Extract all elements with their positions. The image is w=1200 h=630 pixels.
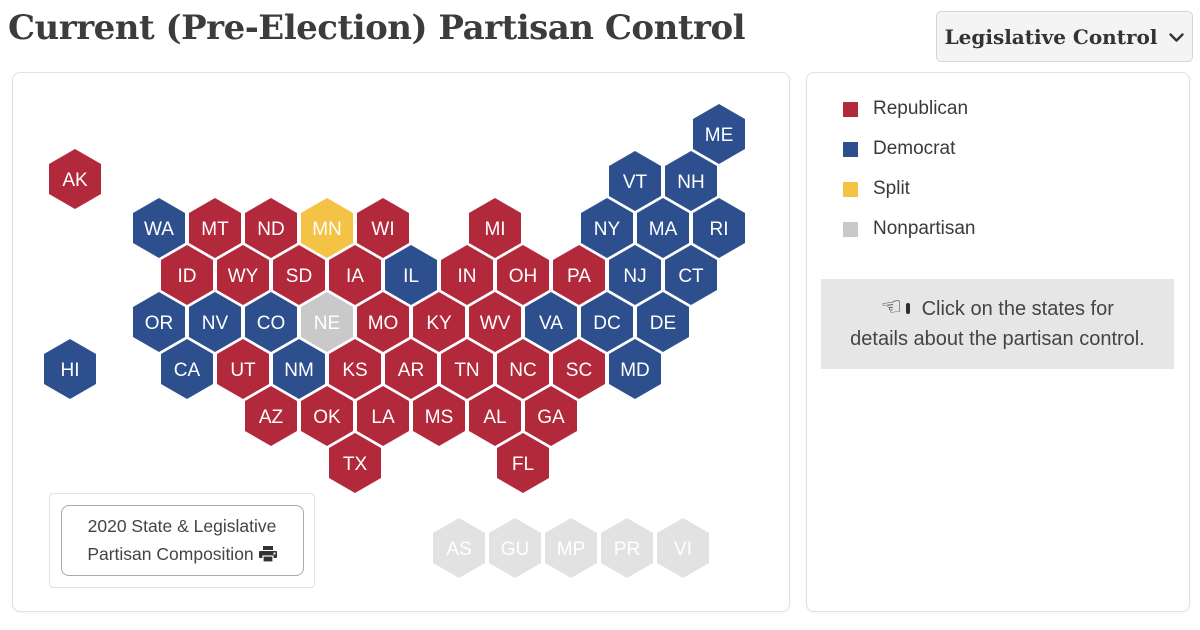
state-hex-NV[interactable]: NV	[189, 292, 241, 352]
legend-label: Democrat	[873, 138, 956, 159]
state-hex-VT[interactable]: VT	[609, 151, 661, 211]
legend-item-republican: Republican	[843, 89, 975, 129]
click-hand-icon: ☜	[879, 292, 905, 323]
note-line-2: details about the partisan control.	[850, 328, 1145, 350]
state-hex-CA[interactable]: CA	[161, 339, 213, 399]
state-hex-PA[interactable]: PA	[553, 245, 605, 305]
state-hex-KS[interactable]: KS	[329, 339, 381, 399]
state-hex-ID[interactable]: ID	[161, 245, 213, 305]
state-hex-CO[interactable]: CO	[245, 292, 297, 352]
state-hex-WI[interactable]: WI	[357, 198, 409, 258]
state-hex-TX[interactable]: TX	[329, 433, 381, 493]
state-hex-WA[interactable]: WA	[133, 198, 185, 258]
map-panel: AK ME VT NH WA MT ND MN WI MI NY MA RI ID WY SD IA IL IN OH…	[12, 72, 790, 612]
territory-hex-GU[interactable]: GU	[489, 518, 541, 578]
state-hex-RI[interactable]: RI	[693, 198, 745, 258]
state-hex-AZ[interactable]: AZ	[245, 386, 297, 446]
state-hex-DE[interactable]: DE	[637, 292, 689, 352]
state-hex-UT[interactable]: UT	[217, 339, 269, 399]
state-hex-MN[interactable]: MN	[301, 198, 353, 258]
legend-item-democrat: Democrat	[843, 129, 975, 169]
legend: Republican Democrat Split Nonpartisan	[843, 89, 975, 249]
state-hex-CT[interactable]: CT	[665, 245, 717, 305]
state-hex-NC[interactable]: NC	[497, 339, 549, 399]
state-hex-MO[interactable]: MO	[357, 292, 409, 352]
state-hex-DC[interactable]: DC	[581, 292, 633, 352]
click-instruction-note: ☜ Click on the states for details about t…	[821, 279, 1174, 369]
state-hex-ME[interactable]: ME	[693, 104, 745, 164]
state-hex-AK[interactable]: AK	[49, 149, 101, 209]
state-hex-GA[interactable]: GA	[525, 386, 577, 446]
state-hex-SD[interactable]: SD	[273, 245, 325, 305]
state-hex-IL[interactable]: IL	[385, 245, 437, 305]
state-hex-MI[interactable]: MI	[469, 198, 521, 258]
state-hex-NY[interactable]: NY	[581, 198, 633, 258]
state-hex-WY[interactable]: WY	[217, 245, 269, 305]
state-hex-TN[interactable]: TN	[441, 339, 493, 399]
territory-hex-PR[interactable]: PR	[601, 518, 653, 578]
state-hex-OR[interactable]: OR	[133, 292, 185, 352]
legend-swatch-democrat-icon	[843, 141, 858, 157]
click-bar-icon	[905, 303, 910, 314]
legend-swatch-split-icon	[843, 181, 858, 197]
view-mode-select[interactable]: Legislative Control	[936, 11, 1193, 62]
print-composition-button[interactable]: 2020 State & Legislative Partisan Compos…	[60, 505, 304, 576]
state-hex-MA[interactable]: MA	[637, 198, 689, 258]
territory-hex-MP[interactable]: MP	[545, 518, 597, 578]
legend-label: Nonpartisan	[873, 218, 976, 239]
state-hex-OK[interactable]: OK	[301, 386, 353, 446]
state-hex-LA[interactable]: LA	[357, 386, 409, 446]
print-button-line2: Partisan Composition	[87, 543, 254, 564]
legend-swatch-nonpartisan-icon	[843, 221, 858, 237]
state-hex-ND[interactable]: ND	[245, 198, 297, 258]
state-hex-WV[interactable]: WV	[469, 292, 521, 352]
state-hex-NM[interactable]: NM	[273, 339, 325, 399]
territory-hex-VI[interactable]: VI	[657, 518, 709, 578]
state-hex-VA[interactable]: VA	[525, 292, 577, 352]
state-hex-SC[interactable]: SC	[553, 339, 605, 399]
state-hex-AL[interactable]: AL	[469, 386, 521, 446]
state-hex-NJ[interactable]: NJ	[609, 245, 661, 305]
page-title: Current (Pre-Election) Partisan Control	[8, 8, 746, 48]
chevron-down-icon	[1169, 33, 1185, 42]
state-hex-FL[interactable]: FL	[497, 433, 549, 493]
state-hex-MS[interactable]: MS	[413, 386, 465, 446]
state-hex-IN[interactable]: IN	[441, 245, 493, 305]
print-button-wrapper: 2020 State & Legislative Partisan Compos…	[49, 493, 315, 588]
legend-item-split: Split	[843, 169, 975, 209]
legend-swatch-republican-icon	[843, 101, 858, 117]
state-hex-MT[interactable]: MT	[189, 198, 241, 258]
state-hex-IA[interactable]: IA	[329, 245, 381, 305]
note-line-1: ☜ Click on the states for	[879, 292, 1114, 323]
legend-label: Republican	[873, 98, 969, 119]
territory-hex-AS[interactable]: AS	[433, 518, 485, 578]
view-mode-select-value: Legislative Control	[944, 24, 1158, 49]
print-button-line1: 2020 State & Legislative	[87, 516, 277, 537]
state-hex-MD[interactable]: MD	[609, 339, 661, 399]
printer-icon	[258, 545, 277, 563]
state-hex-HI[interactable]: HI	[44, 339, 96, 399]
state-hex-AR[interactable]: AR	[385, 339, 437, 399]
state-hex-NH[interactable]: NH	[665, 151, 717, 211]
legend-item-nonpartisan: Nonpartisan	[843, 209, 975, 249]
legend-panel: Republican Democrat Split Nonpartisan ☜ Clic…	[806, 72, 1190, 612]
legend-label: Split	[873, 178, 910, 199]
state-hex-KY[interactable]: KY	[413, 292, 465, 352]
state-hex-OH[interactable]: OH	[497, 245, 549, 305]
state-hex-NE[interactable]: NE	[301, 292, 353, 352]
